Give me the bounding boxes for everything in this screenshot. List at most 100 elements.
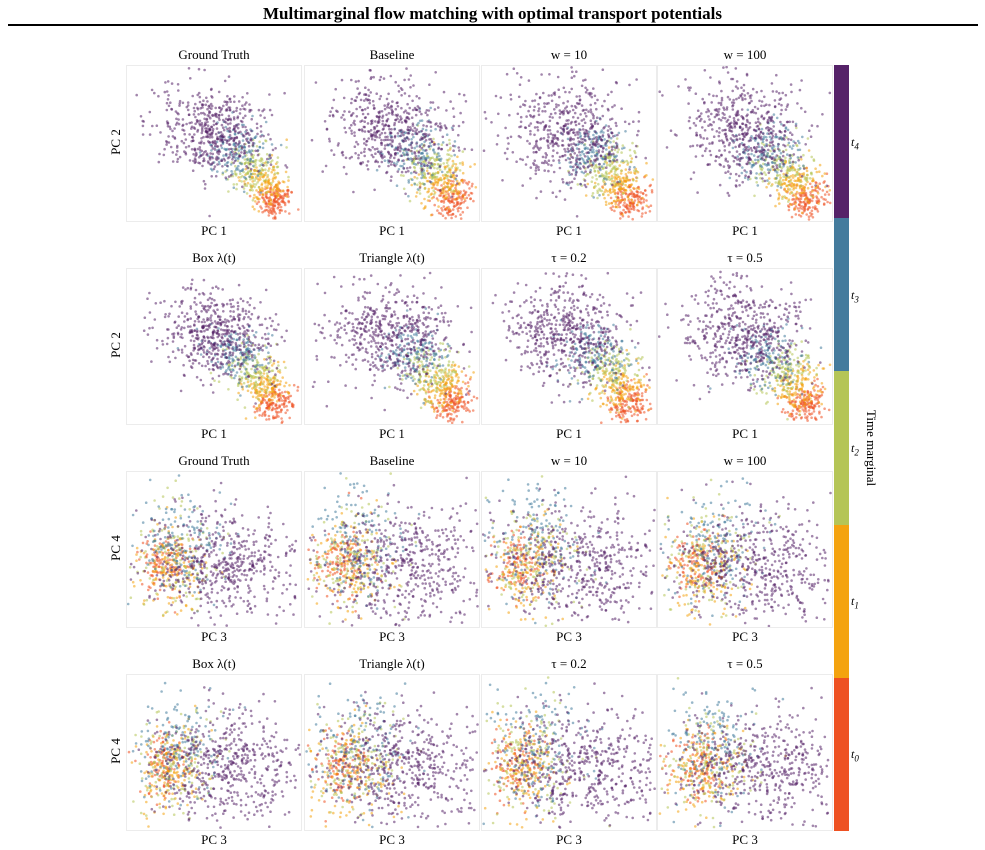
- scatter-point: [239, 176, 242, 179]
- scatter-point: [252, 165, 255, 168]
- scatter-point: [632, 201, 635, 204]
- scatter-point: [757, 108, 760, 111]
- scatter-point: [635, 156, 638, 159]
- scatter-point: [788, 154, 791, 157]
- scatter-point: [724, 129, 727, 132]
- scatter-point: [780, 186, 783, 189]
- scatter-point: [586, 89, 589, 92]
- scatter-point: [572, 156, 575, 159]
- scatter-point: [197, 108, 200, 111]
- scatter-point: [584, 170, 587, 173]
- scatter-point: [448, 208, 451, 211]
- scatter-point: [578, 102, 581, 105]
- scatter-point: [434, 143, 437, 146]
- scatter-point: [168, 141, 171, 144]
- scatter-point: [592, 148, 595, 151]
- scatter-point: [735, 135, 738, 138]
- scatter-point: [233, 186, 236, 189]
- scatter-point: [575, 95, 578, 98]
- scatter-point: [419, 157, 422, 160]
- scatter-point: [439, 169, 442, 172]
- panel-title: w = 100: [657, 47, 833, 63]
- scatter-point: [566, 128, 569, 131]
- scatter-point: [533, 151, 536, 154]
- scatter-point: [772, 125, 775, 128]
- scatter-point: [624, 189, 627, 192]
- scatter-point: [245, 101, 248, 104]
- scatter-point: [772, 149, 775, 152]
- scatter-point: [548, 159, 551, 162]
- scatter-point: [179, 156, 182, 159]
- scatter-point: [401, 154, 404, 157]
- scatter-point: [572, 169, 575, 172]
- scatter-point: [188, 67, 191, 70]
- scatter-point: [446, 207, 449, 210]
- scatter-point: [619, 217, 622, 220]
- scatter-point: [609, 128, 612, 131]
- scatter-point: [788, 209, 791, 212]
- scatter-point: [337, 144, 340, 147]
- scatter-point: [217, 361, 220, 364]
- scatter-point: [530, 122, 533, 125]
- scatter-point: [738, 133, 741, 136]
- scatter-point: [267, 351, 270, 354]
- scatter-point: [415, 114, 418, 117]
- scatter-point: [746, 74, 749, 77]
- scatter-point: [403, 137, 406, 140]
- scatter-point: [357, 157, 360, 160]
- scatter-point: [406, 167, 409, 170]
- scatter-point: [635, 180, 638, 183]
- scatter-point: [778, 192, 781, 195]
- scatter-point: [700, 118, 703, 121]
- scatter-point: [755, 172, 758, 175]
- scatter-point: [260, 130, 263, 133]
- scatter-point: [209, 136, 212, 139]
- scatter-point: [267, 174, 270, 177]
- scatter-point: [267, 362, 270, 365]
- scatter-point: [253, 208, 256, 211]
- scatter-point: [775, 133, 778, 136]
- scatter-point: [242, 117, 245, 120]
- scatter-point: [585, 109, 588, 112]
- scatter-point: [727, 71, 730, 74]
- scatter-panel: [126, 65, 302, 222]
- scatter-point: [384, 136, 387, 139]
- scatter-point: [610, 178, 613, 181]
- scatter-point: [256, 391, 259, 394]
- scatter-point: [559, 190, 562, 193]
- scatter-point: [244, 406, 247, 409]
- scatter-point: [632, 205, 635, 208]
- scatter-point: [772, 90, 775, 93]
- scatter-point: [754, 106, 757, 109]
- scatter-point: [252, 144, 255, 147]
- scatter-point: [235, 188, 238, 191]
- scatter-point: [733, 117, 736, 120]
- scatter-point: [550, 113, 553, 116]
- scatter-point: [723, 113, 726, 116]
- scatter-point: [390, 175, 393, 178]
- scatter-point: [590, 119, 593, 122]
- scatter-point: [359, 120, 362, 123]
- scatter-point: [255, 196, 258, 199]
- scatter-point: [633, 208, 636, 211]
- scatter-point: [431, 187, 434, 190]
- scatter-point: [205, 131, 208, 134]
- scatter-point: [235, 148, 238, 151]
- scatter-point: [495, 95, 498, 98]
- scatter-point: [726, 120, 729, 123]
- scatter-point: [771, 153, 774, 156]
- scatter-point: [411, 133, 414, 136]
- scatter-point: [528, 79, 531, 82]
- scatter-point: [810, 172, 813, 175]
- scatter-point: [226, 169, 229, 172]
- scatter-point: [357, 143, 360, 146]
- scatter-point: [391, 100, 394, 103]
- scatter-point: [730, 137, 733, 140]
- scatter-point: [735, 113, 738, 116]
- scatter-point: [520, 121, 523, 124]
- scatter-point: [465, 191, 468, 194]
- scatter-point: [780, 152, 783, 155]
- scatter-point: [249, 163, 252, 166]
- scatter-point: [638, 120, 641, 123]
- scatter-point: [404, 120, 407, 123]
